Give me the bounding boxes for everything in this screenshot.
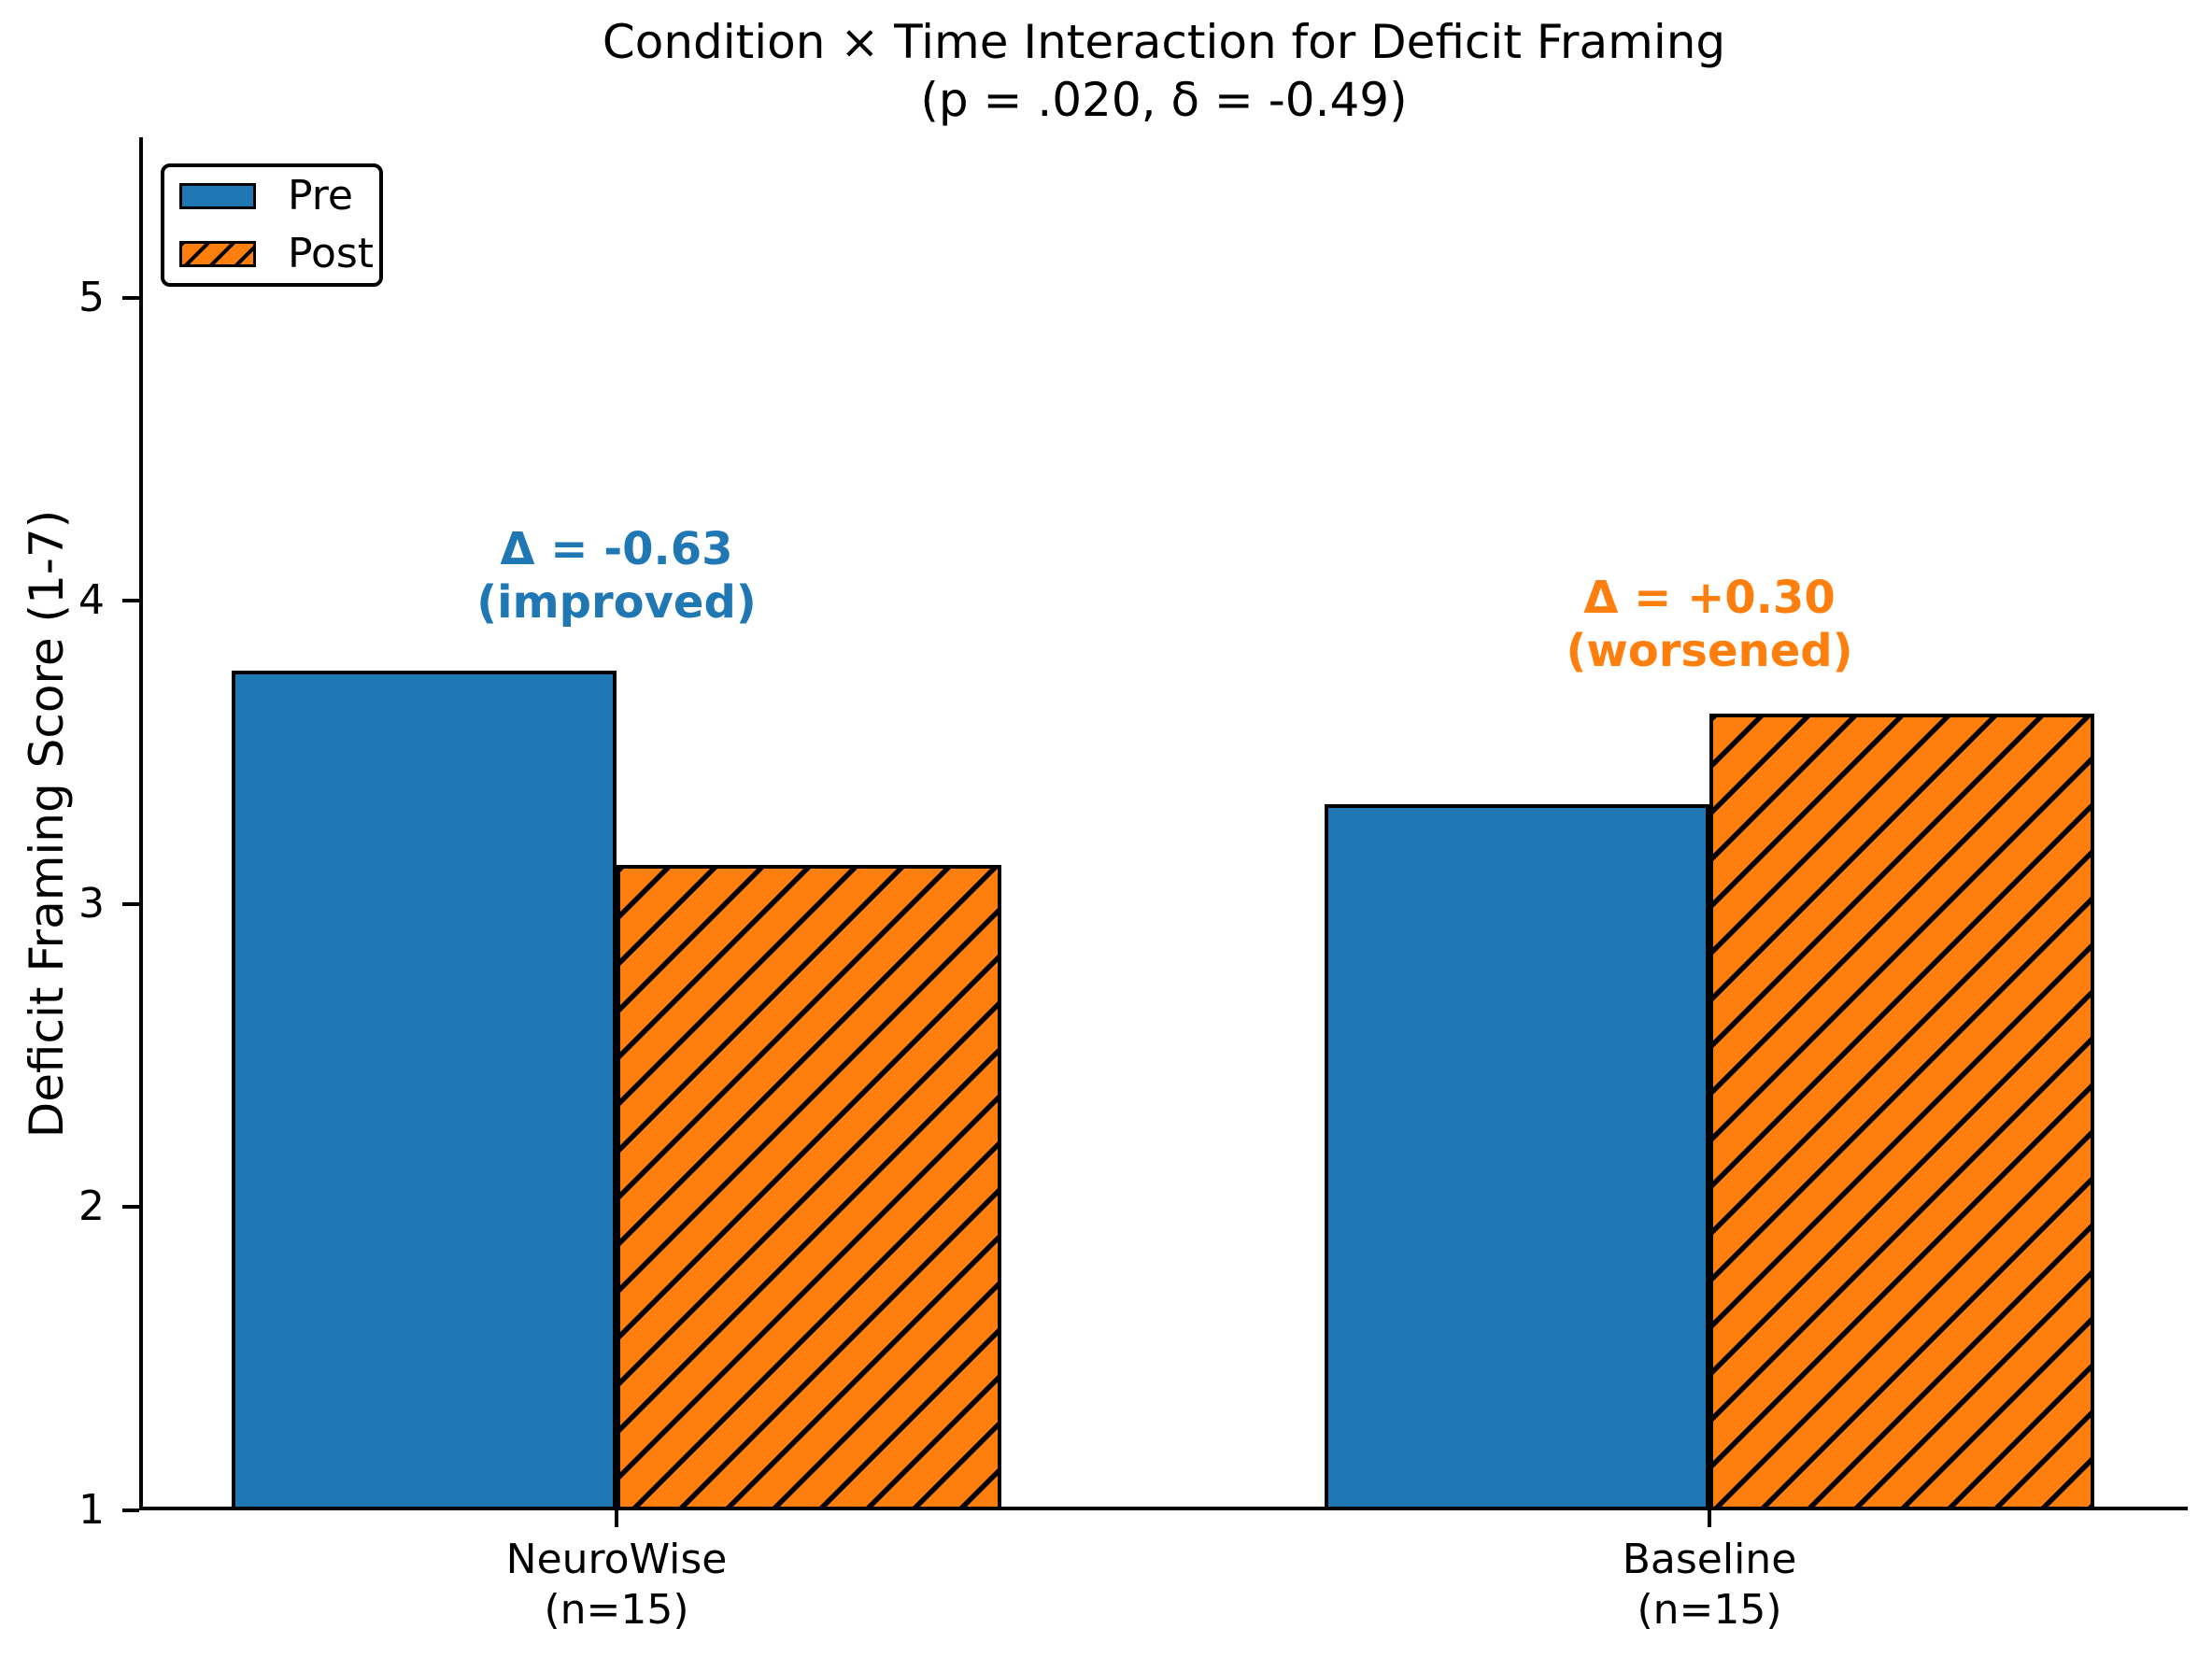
annotation-neurowise-line1: Δ = -0.63 — [500, 523, 733, 575]
y-tick-label-4: 4 — [78, 576, 105, 625]
annotation-neurowise-delta: Δ = -0.63 (improved) — [476, 523, 757, 630]
y-axis-spine — [139, 137, 143, 1510]
category-name: Baseline — [1622, 1536, 1797, 1583]
y-tick-label-2: 2 — [78, 1183, 105, 1231]
legend-swatch-pre — [179, 183, 256, 209]
x-axis-spine — [139, 1507, 2188, 1510]
annotation-baseline-line1: Δ = +0.30 — [1583, 572, 1836, 624]
category-n: (n=15) — [1637, 1586, 1782, 1634]
bar-baseline-pre — [1325, 803, 1709, 1510]
x-tick-baseline — [1708, 1510, 1711, 1527]
legend-swatch-post — [179, 241, 256, 267]
hatch-pattern — [620, 868, 998, 1507]
y-tick-2 — [122, 1205, 139, 1210]
bar-neurowise-post — [617, 864, 1001, 1510]
x-tick-label-neurowise: NeuroWise (n=15) — [506, 1535, 728, 1636]
legend: Pre Post — [161, 163, 383, 287]
annotation-baseline-line2: (worsened) — [1566, 625, 1853, 677]
y-tick-label-5: 5 — [78, 273, 105, 321]
chart-title-block: Condition × Time Interaction for Deficit… — [603, 13, 1725, 129]
chart-subtitle: (p = .020, δ = -0.49) — [920, 73, 1408, 127]
y-tick-label-3: 3 — [78, 879, 105, 928]
chart-title: Condition × Time Interaction for Deficit… — [602, 15, 1726, 69]
category-name: NeuroWise — [505, 1536, 728, 1583]
y-tick-1 — [122, 1508, 139, 1512]
annotation-baseline-delta: Δ = +0.30 (worsened) — [1566, 572, 1852, 678]
x-tick-label-baseline: Baseline (n=15) — [1623, 1535, 1797, 1636]
legend-label-post: Post — [288, 230, 375, 277]
y-tick-label-1: 1 — [78, 1486, 105, 1534]
category-n: (n=15) — [544, 1586, 689, 1634]
hatch-pattern — [182, 244, 253, 264]
bar-baseline-post — [1709, 713, 2094, 1510]
y-tick-4 — [122, 599, 139, 603]
y-tick-5 — [122, 295, 139, 300]
legend-label-pre: Pre — [288, 172, 353, 220]
hatch-pattern — [1713, 716, 2091, 1507]
bar-neurowise-pre — [232, 671, 617, 1510]
annotation-neurowise-line2: (improved) — [476, 576, 757, 629]
y-tick-3 — [122, 901, 139, 906]
x-tick-neurowise — [615, 1510, 618, 1527]
plot-area — [122, 137, 2188, 1527]
